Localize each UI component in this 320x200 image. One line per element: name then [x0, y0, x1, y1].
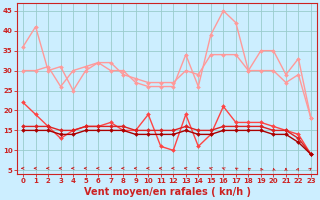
X-axis label: Vent moyen/en rafales ( kn/h ): Vent moyen/en rafales ( kn/h )	[84, 187, 251, 197]
